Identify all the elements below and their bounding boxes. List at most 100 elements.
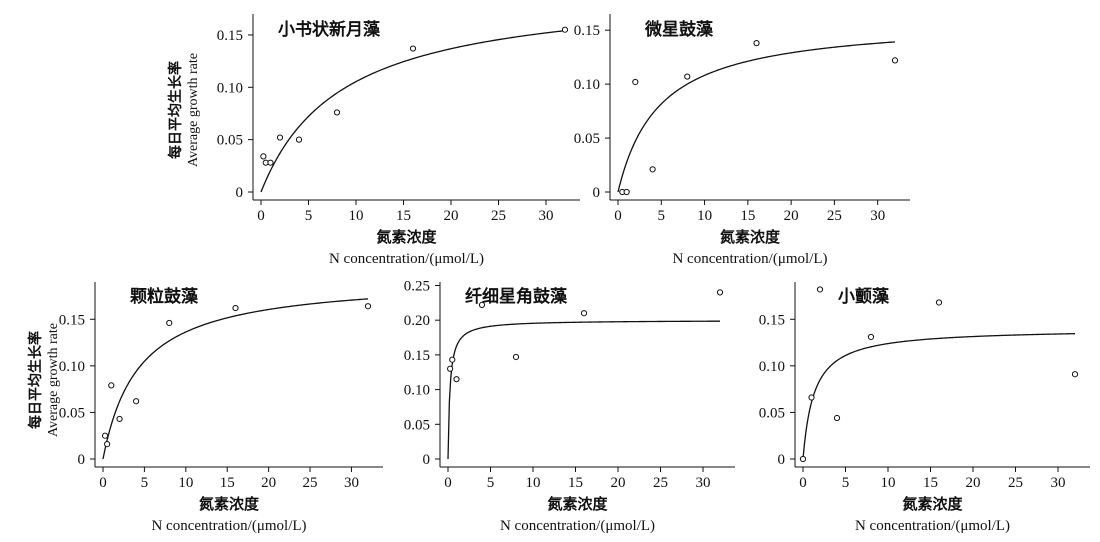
- y-tick-label: 0.15: [759, 312, 785, 328]
- panel-4: 0 5 10 15 20 25 30 0 0.05 0.10 0.15 0.20 0.25 纤细星角鼓藻氮…: [404, 278, 735, 534]
- data-point: [267, 159, 274, 166]
- x-tick-label: 0: [799, 475, 807, 491]
- x-tick-label: 15: [923, 475, 938, 491]
- y-tick-label: 0.05: [217, 133, 243, 149]
- x-tick-label: 25: [303, 475, 318, 491]
- data-point: [867, 333, 875, 341]
- y-axis-label-en: Average growth rate: [46, 323, 61, 437]
- x-axis-label: 氮素浓度: [199, 495, 260, 513]
- panel-title: 纤细星角鼓藻: [465, 286, 568, 307]
- y-tick-label: 0.15: [217, 28, 243, 44]
- data-point: [816, 286, 824, 293]
- data-point: [101, 432, 109, 439]
- y-axis-label: 每日平均生长率: [167, 61, 184, 159]
- x-tick-label: 5: [487, 475, 495, 491]
- x-tick-label: 25: [1008, 475, 1023, 491]
- y-tick-label: 0.10: [759, 359, 785, 375]
- x-tick-label: 20: [444, 208, 459, 224]
- data-point: [104, 440, 111, 448]
- y-tick-label: 0: [778, 452, 786, 468]
- data-point: [1071, 371, 1079, 378]
- x-tick-label: 10: [178, 475, 193, 491]
- data-point: [449, 356, 456, 363]
- y-tick-label: 0.20: [404, 313, 430, 329]
- x-tick-label: 5: [141, 475, 149, 491]
- x-tick-label: 10: [697, 208, 712, 224]
- fit-curve: [802, 333, 1076, 460]
- y-tick-label: 0: [78, 452, 86, 468]
- x-tick-label: 20: [784, 208, 799, 224]
- x-axis-label-en: N concentration/(μmol/L): [672, 251, 827, 267]
- x-tick-label: 30: [539, 208, 554, 224]
- data-point: [260, 153, 267, 160]
- x-tick-label: 5: [305, 208, 313, 224]
- x-tick-label: 25: [653, 475, 668, 491]
- panel-title: 小书状新月藻: [278, 19, 381, 40]
- x-tick-label: 15: [568, 475, 583, 491]
- y-tick-label: 0: [423, 452, 431, 468]
- x-axis-label-en: N concentration/(μmol/L): [855, 518, 1010, 534]
- data-point: [166, 319, 173, 327]
- x-tick-label: 0: [99, 475, 107, 491]
- data-point: [632, 78, 639, 86]
- y-tick-label: 0.15: [574, 23, 600, 39]
- x-tick-label: 0: [614, 208, 622, 224]
- data-point: [716, 289, 724, 296]
- x-axis-label: 氮素浓度: [376, 228, 437, 246]
- data-point: [649, 166, 656, 173]
- y-tick-label: 0.05: [574, 131, 600, 147]
- data-point: [232, 304, 239, 312]
- data-point: [364, 303, 372, 310]
- fit-curve: [447, 320, 720, 460]
- x-tick-label: 15: [220, 475, 235, 491]
- x-axis-label-en: N concentration/(μmol/L): [151, 518, 306, 534]
- x-axis-label-en: N concentration/(μmol/L): [329, 251, 484, 267]
- y-axis-label: 每日平均生长率: [27, 331, 44, 429]
- y-tick-label: 0.05: [404, 417, 430, 433]
- data-point: [935, 299, 943, 306]
- x-tick-label: 20: [261, 475, 276, 491]
- y-tick-label: 0: [593, 185, 601, 201]
- y-tick-label: 0.05: [759, 405, 785, 421]
- y-tick-label: 0.25: [404, 278, 430, 294]
- data-point: [833, 414, 841, 422]
- x-tick-label: 10: [526, 475, 541, 491]
- data-point: [108, 382, 115, 389]
- data-point: [512, 353, 520, 361]
- x-tick-label: 10: [349, 208, 364, 224]
- x-axis-label: 氮素浓度: [720, 228, 781, 246]
- data-point: [478, 301, 486, 309]
- y-tick-label: 0.10: [404, 383, 430, 399]
- x-axis-label-en: N concentration/(μmol/L): [500, 518, 655, 534]
- x-axis-label: 氮素浓度: [547, 495, 608, 513]
- y-tick-label: 0.10: [217, 80, 243, 96]
- x-tick-label: 30: [1051, 475, 1066, 491]
- panel-title: 小颤藻: [838, 286, 890, 307]
- panel-title: 颗粒鼓藻: [130, 286, 199, 307]
- x-tick-label: 30: [870, 208, 885, 224]
- data-point: [891, 57, 899, 64]
- data-point: [580, 310, 588, 317]
- data-point: [623, 188, 630, 196]
- data-point: [133, 398, 140, 405]
- fit-curve: [617, 41, 896, 193]
- data-point: [753, 40, 760, 47]
- x-tick-label: 30: [344, 475, 359, 491]
- x-tick-label: 10: [881, 475, 896, 491]
- data-point: [116, 415, 123, 423]
- data-point: [453, 376, 460, 383]
- x-axis-label: 氮素浓度: [902, 495, 963, 513]
- data-point: [333, 109, 341, 116]
- data-point: [447, 365, 454, 372]
- y-axis-label-en: Average growth rate: [186, 53, 201, 167]
- data-point: [276, 134, 284, 141]
- fit-curve: [102, 298, 369, 460]
- x-tick-label: 15: [740, 208, 755, 224]
- x-tick-label: 25: [827, 208, 842, 224]
- data-point: [561, 26, 569, 33]
- x-tick-label: 15: [396, 208, 411, 224]
- y-tick-label: 0.05: [59, 405, 85, 421]
